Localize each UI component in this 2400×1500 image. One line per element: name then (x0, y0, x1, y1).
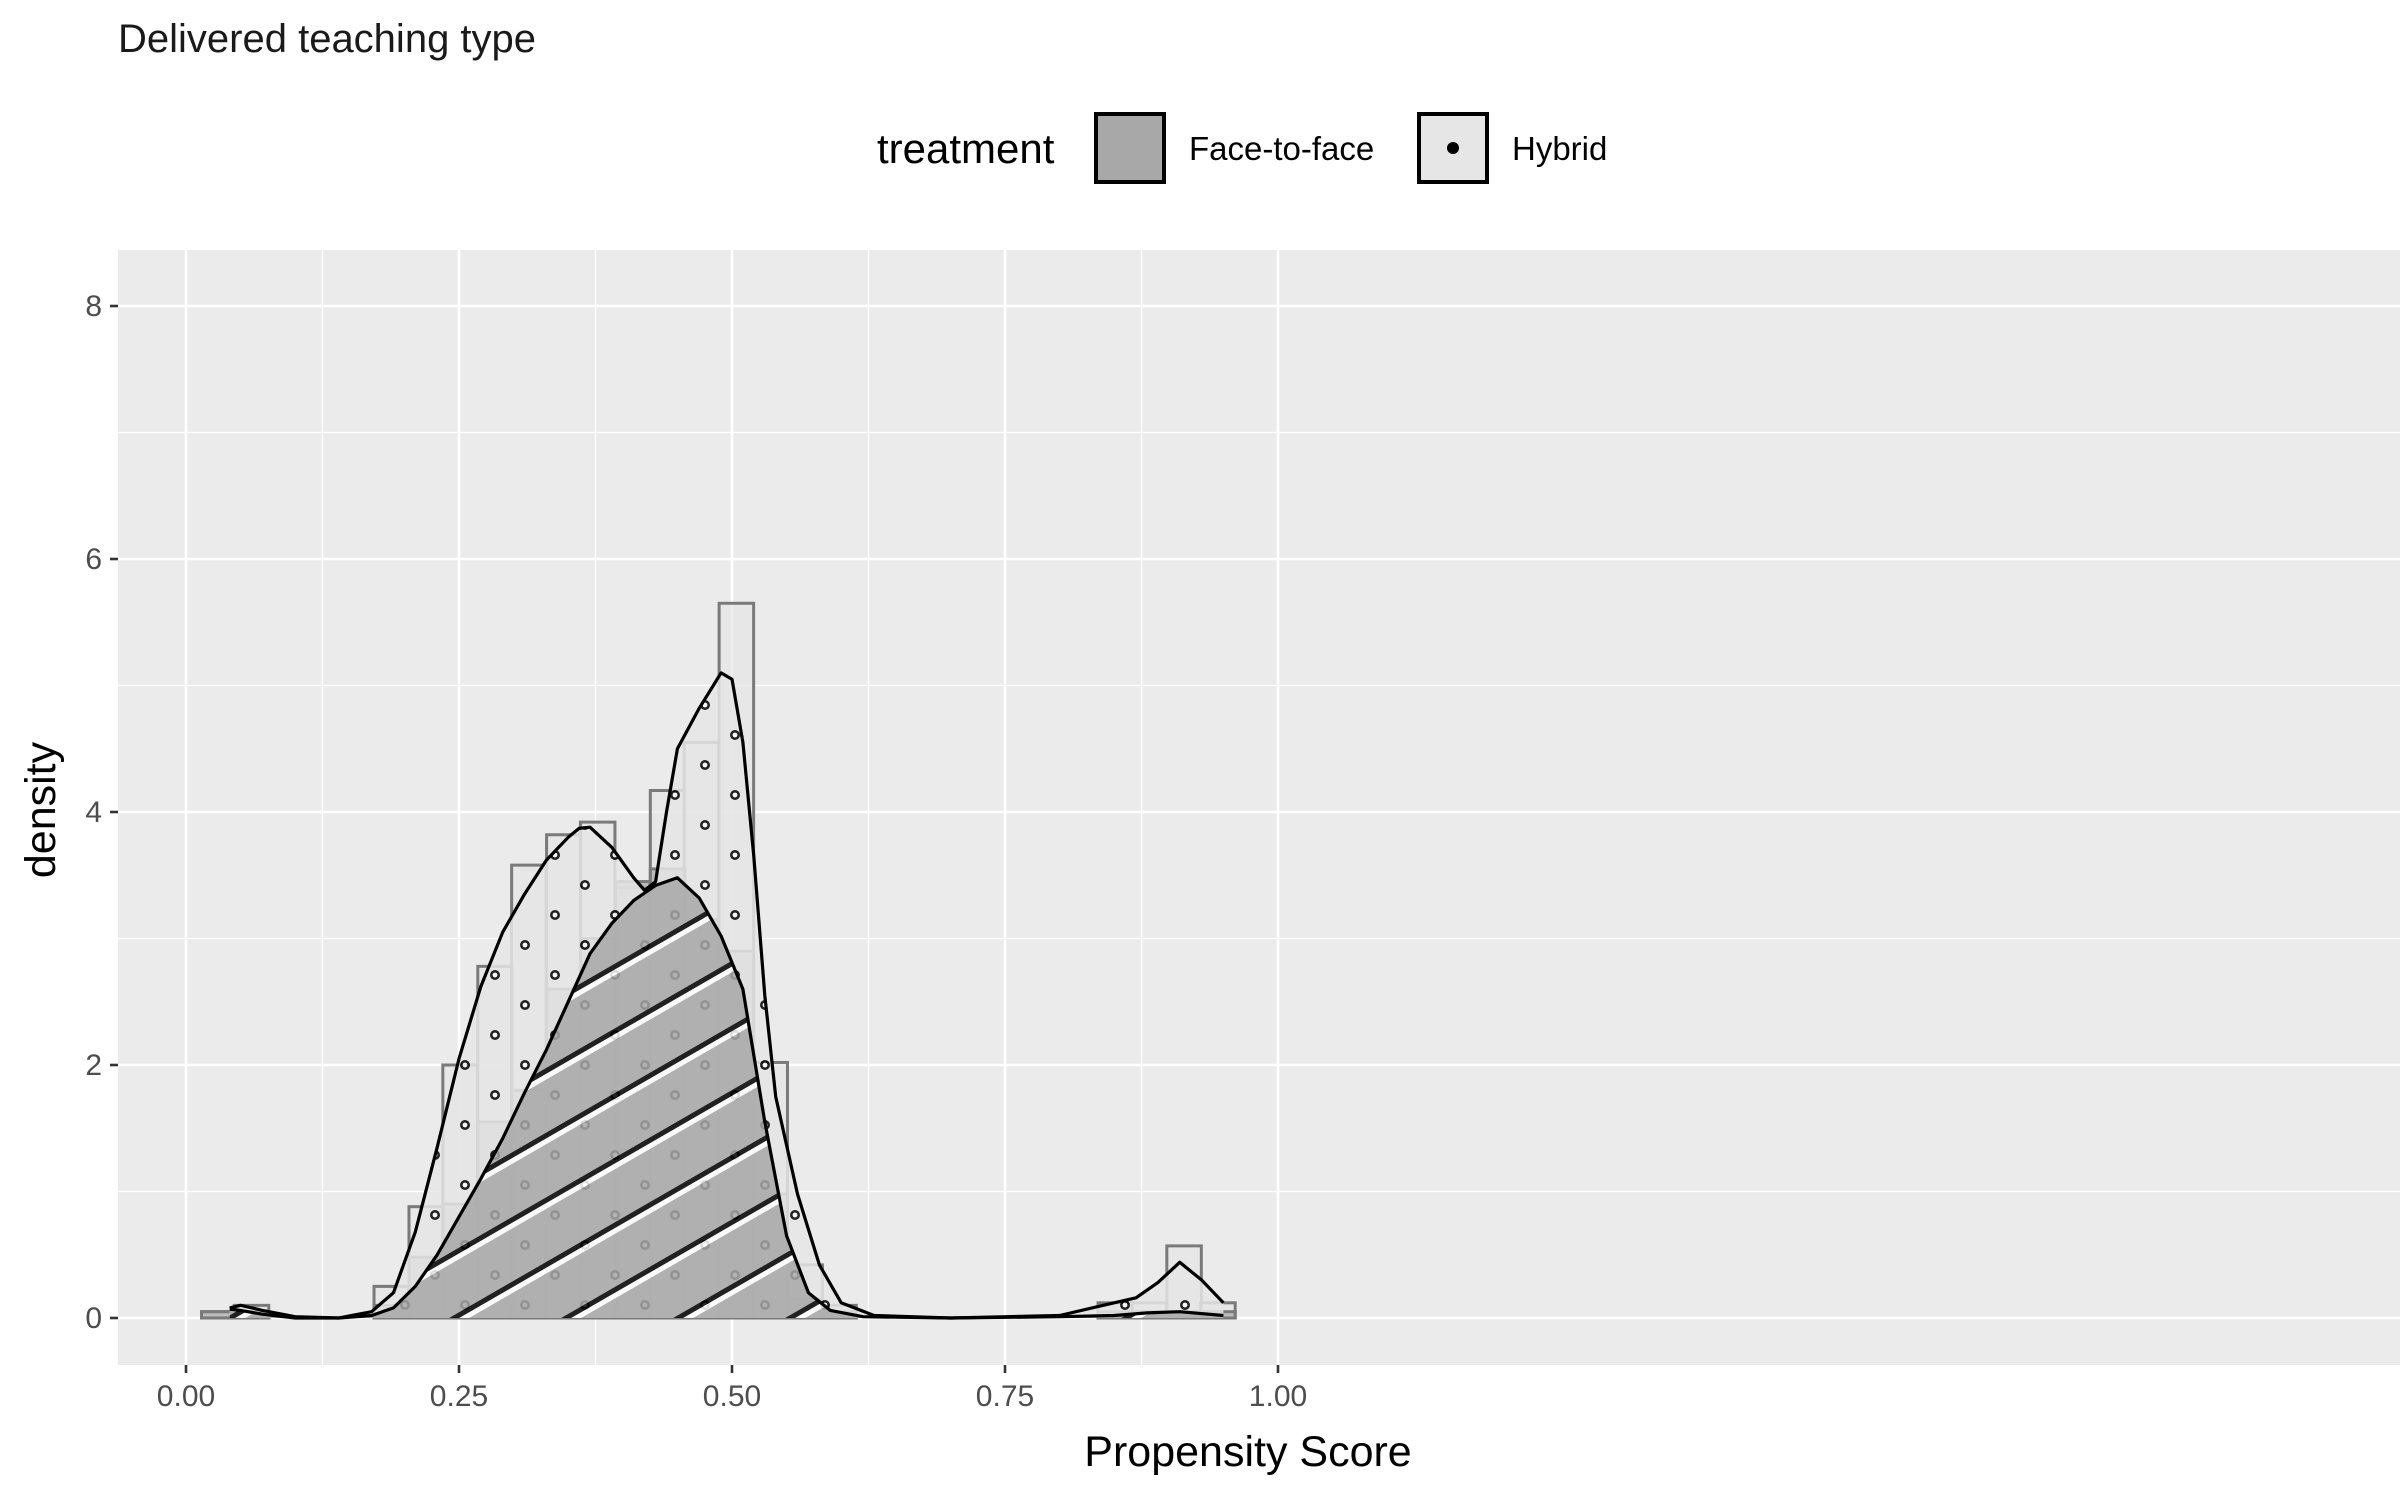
x-tick-label: 0.25 (430, 1380, 488, 1413)
chart-title: Delivered teaching type (118, 17, 536, 61)
y-tick-label: 4 (85, 796, 102, 829)
density-area-face-to-face (229, 877, 1224, 1318)
x-tick-label: 1.00 (1249, 1380, 1307, 1413)
x-tick-label: 0.75 (976, 1380, 1034, 1413)
legend-key-hybrid (1417, 112, 1489, 184)
y-tick-label: 0 (85, 1302, 102, 1335)
y-tick-label: 6 (85, 543, 102, 576)
y-tick-label: 8 (85, 290, 102, 323)
legend-title: treatment (877, 125, 1055, 172)
grid-lines (118, 250, 2400, 1365)
x-axis-title: Propensity Score (1084, 1428, 1411, 1476)
y-tick-label: 2 (85, 1049, 102, 1082)
legend: treatment Face-to-face Hybrid (877, 112, 1607, 184)
x-tick-label: 0.50 (703, 1380, 761, 1413)
density-line-face-to-face (229, 876, 1224, 1320)
legend-key-face-to-face (1094, 112, 1166, 184)
legend-label-hybrid: Hybrid (1512, 130, 1607, 167)
y-axis-title: density (17, 741, 65, 878)
axes: 0 2 4 6 8 0.00 0.25 0.50 0.75 1.00 (85, 290, 1307, 1413)
legend-label-face-to-face: Face-to-face (1189, 130, 1374, 167)
legend-key-hybrid-dot (1447, 142, 1459, 154)
x-tick-label: 0.00 (157, 1380, 215, 1413)
plot-marks (200, 601, 1237, 1320)
